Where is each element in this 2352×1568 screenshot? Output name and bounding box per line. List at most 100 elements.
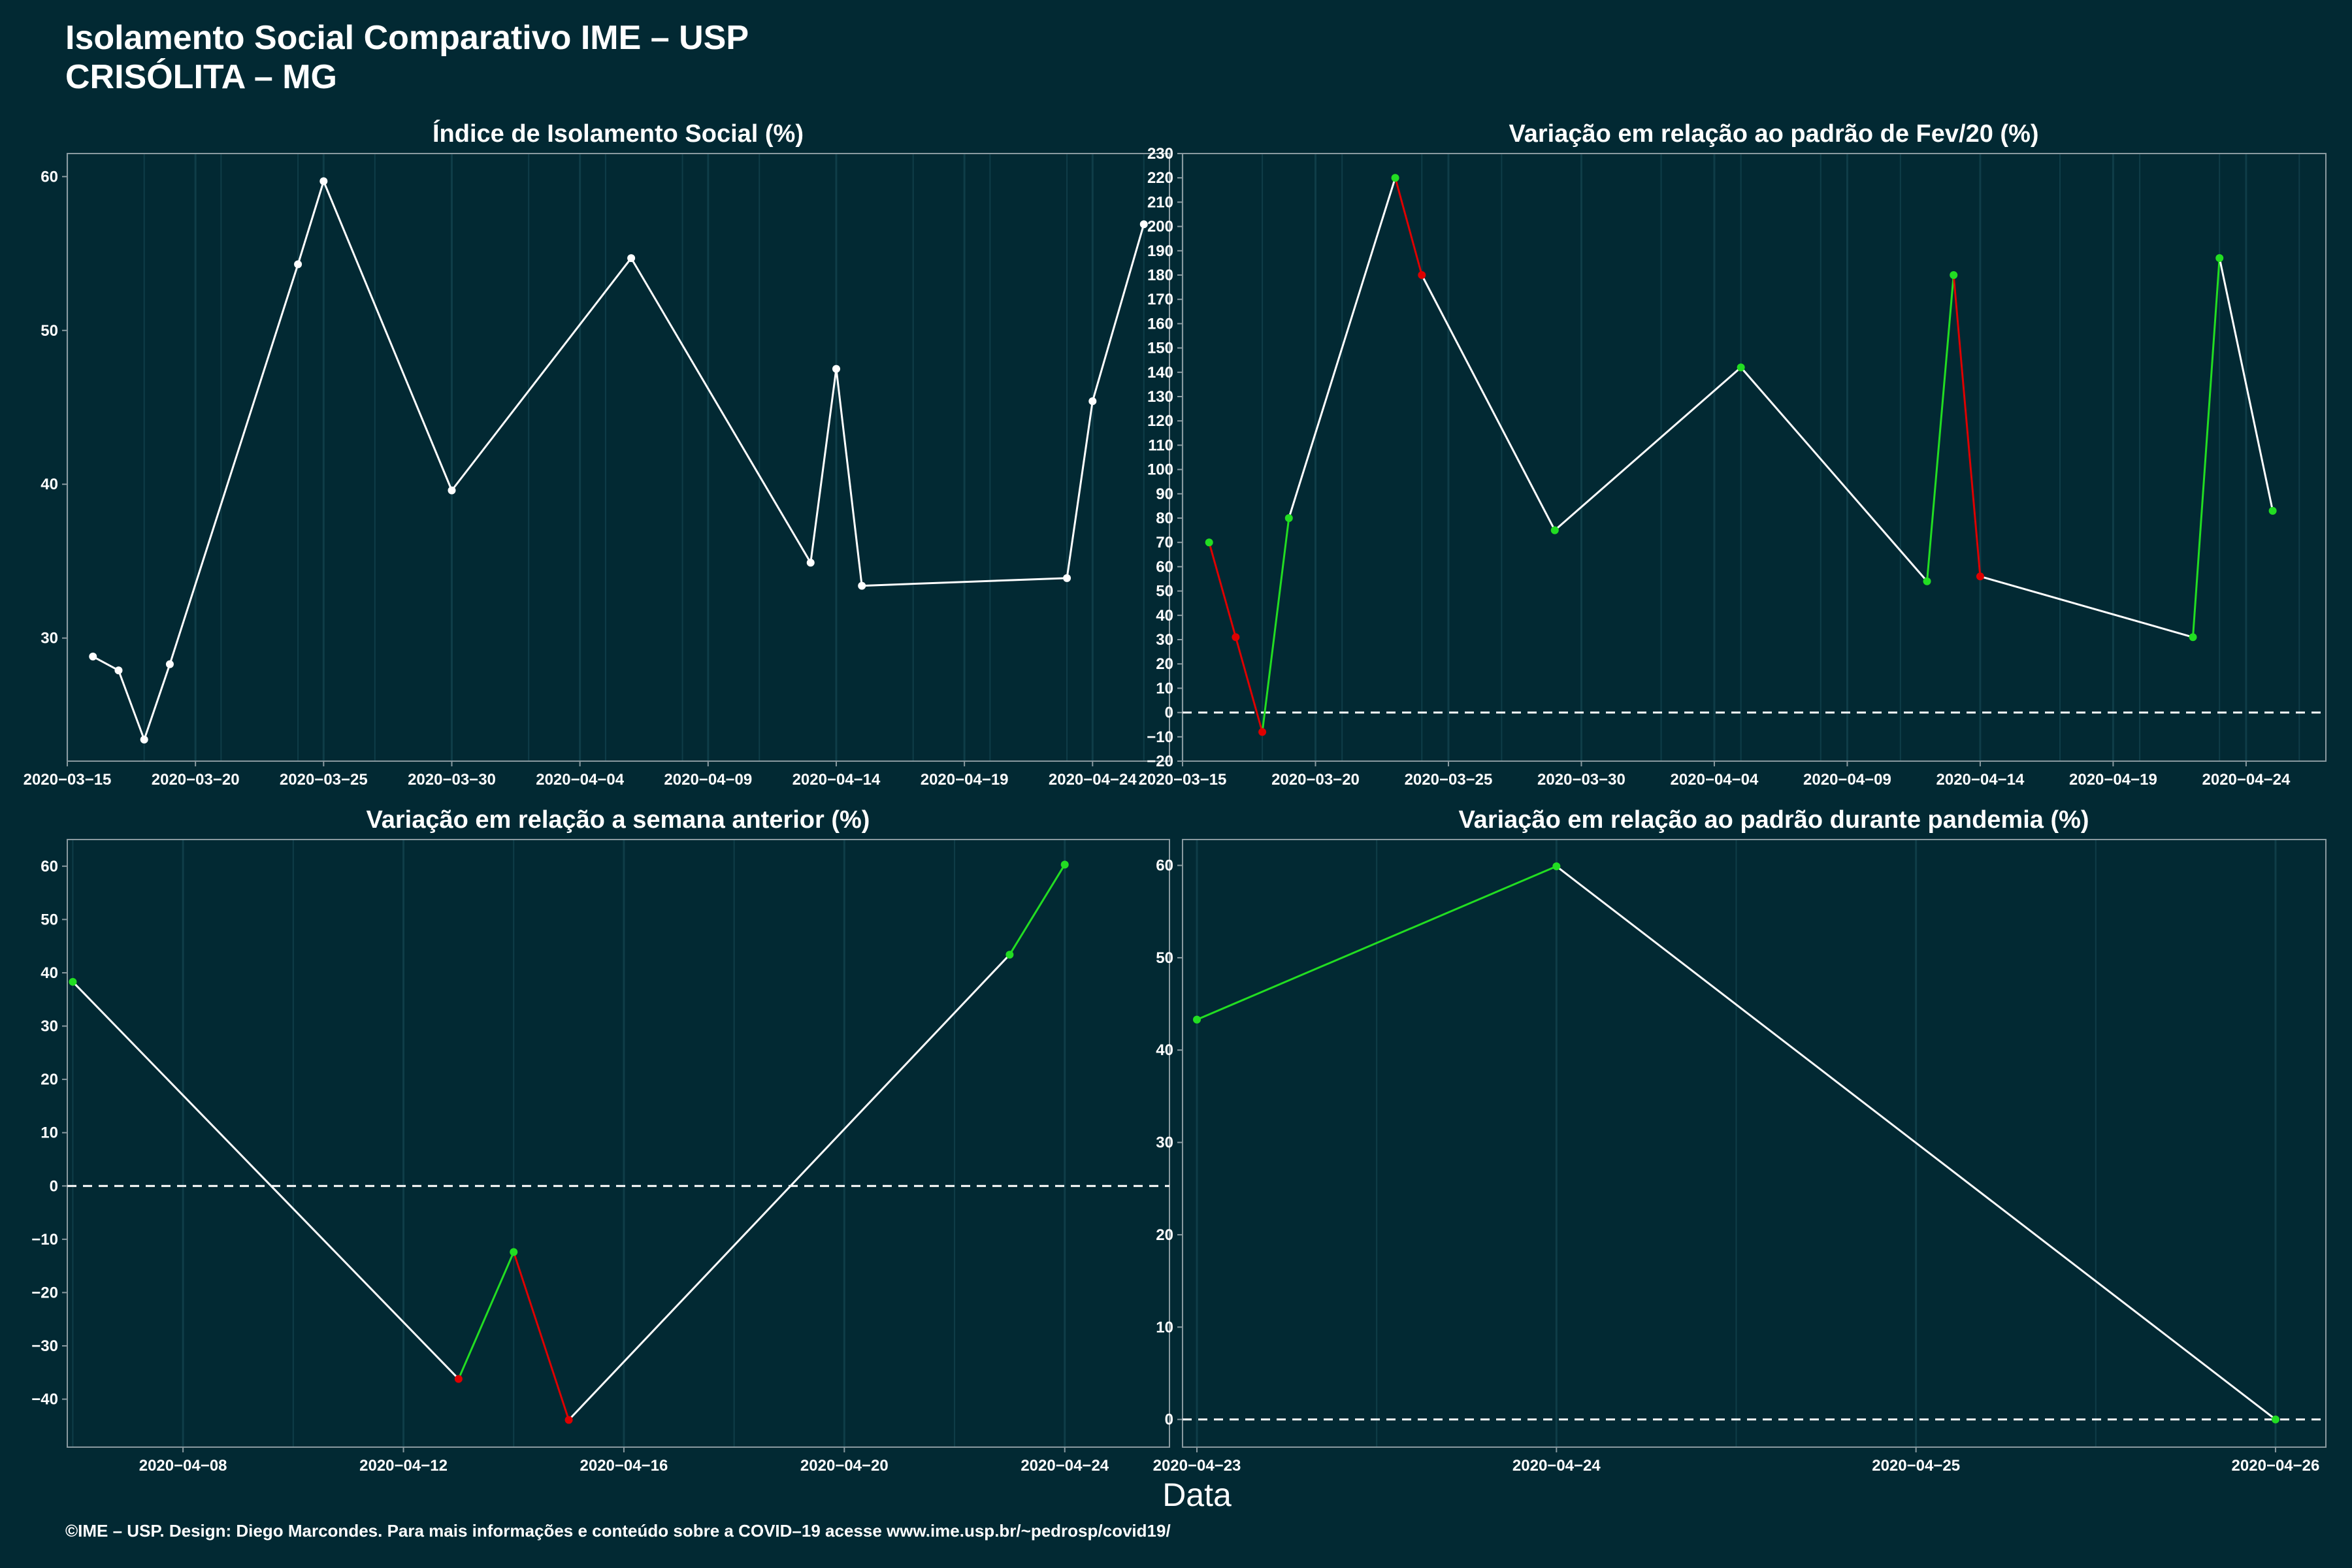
y-tick-label: 10 [41,1124,58,1142]
y-tick-label: −40 [31,1391,58,1409]
y-tick-label: 140 [1147,364,1173,382]
data-point [2271,1415,2279,1424]
series-segment [72,981,459,1380]
series-segment [169,264,299,665]
series-segment [1208,542,1237,638]
footer-caption: ©IME – USP. Design: Diego Marcondes. Par… [65,1521,1171,1541]
data-point [454,1375,463,1383]
series-segment [835,368,863,586]
y-tick-label: 200 [1147,218,1173,236]
data-point [1923,577,1931,585]
data-point [2215,253,2224,262]
y-tick-label: 90 [1156,485,1173,503]
y-tick-label: 10 [1156,1318,1173,1336]
y-tick-label: 60 [1156,558,1173,576]
data-point [1088,397,1097,406]
series-segment [92,655,120,672]
data-point [1063,574,1071,582]
y-tick-label: −30 [31,1337,58,1355]
x-tick-label: 2020−04−26 [2232,1457,2320,1475]
series-segment [1980,575,2193,638]
series-segment [512,1251,570,1420]
y-tick-label: 220 [1147,169,1173,187]
data-point [140,736,148,744]
y-tick-label: 30 [1156,631,1173,649]
data-point [1284,514,1293,522]
x-axis-label: Data [1162,1477,1232,1513]
data-point [1418,271,1426,279]
x-tick-label: 2020−03−15 [1139,771,1227,789]
y-tick-label: 170 [1147,291,1173,308]
data-point [1060,860,1069,869]
series-segment [630,257,812,564]
x-tick-label: 2020−03−30 [1537,771,1625,789]
y-tick-label: −20 [1147,753,1173,770]
series-segment [322,180,453,491]
data-point [2268,506,2277,515]
y-tick-label: 190 [1147,242,1173,260]
y-tick-label: 150 [1147,340,1173,357]
y-tick-label: 0 [50,1177,58,1195]
series-segment [1261,517,1290,732]
x-tick-label: 2020−04−24 [2202,771,2291,789]
x-tick-label: 2020−03−15 [24,771,112,789]
data-point [806,559,815,567]
data-point [1737,363,1745,372]
panel-title: Variação em relação a semana anterior (%… [367,806,870,834]
y-tick-label: 230 [1147,145,1173,163]
y-tick-label: 0 [1165,1411,1173,1429]
x-tick-label: 2020−04−04 [536,771,624,789]
x-tick-label: 2020−04−12 [359,1457,448,1475]
y-tick-label: 40 [1156,1041,1173,1059]
data-point [627,254,636,263]
y-tick-label: 80 [1156,510,1173,527]
y-tick-label: 110 [1148,436,1173,454]
panel-frame [67,153,1170,762]
y-tick-label: −10 [1147,728,1173,746]
y-tick-label: 50 [41,322,58,340]
data-point [1193,1015,1201,1024]
series-segment [1554,367,1742,531]
data-point [448,486,456,495]
data-point [1232,633,1240,642]
data-point [1976,572,1984,581]
x-tick-label: 2020−04−23 [1153,1457,1241,1475]
x-tick-label: 2020−03−20 [152,771,240,789]
series-segment [2192,257,2221,638]
data-point [89,652,97,661]
y-tick-label: 60 [1156,857,1173,875]
series-segment [1091,223,1145,402]
y-tick-label: 50 [1156,583,1173,600]
series-segment [2218,257,2274,512]
data-point [510,1248,518,1256]
x-tick-label: 2020−04−25 [1872,1457,1960,1475]
data-point [1550,526,1559,534]
x-tick-label: 2020−04−04 [1671,771,1759,789]
x-tick-label: 2020−03−25 [280,771,368,789]
series-segment [1196,865,1557,1021]
y-tick-label: 50 [41,911,58,928]
y-tick-label: 50 [1156,949,1173,967]
x-tick-label: 2020−04−24 [1021,1457,1109,1475]
x-tick-label: 2020−04−14 [1936,771,2025,789]
y-tick-label: 20 [1156,655,1173,673]
y-tick-label: 20 [41,1071,58,1088]
x-tick-label: 2020−03−30 [408,771,496,789]
x-tick-label: 2020−04−20 [800,1457,889,1475]
data-point [564,1416,573,1424]
series-segment [862,577,1068,587]
y-tick-label: 160 [1147,315,1173,333]
panel-frame [67,839,1170,1448]
x-tick-label: 2020−04−09 [664,771,752,789]
y-tick-label: −10 [31,1231,58,1249]
data-point [1258,728,1267,736]
y-tick-label: 130 [1147,388,1173,406]
y-tick-label: 120 [1147,412,1173,430]
panel-title: Variação em relação ao padrão de Fev/20 … [1509,120,2038,148]
data-point [1005,951,1014,959]
y-tick-label: 40 [41,964,58,982]
series-segment [568,954,1011,1421]
series-segment [451,257,632,491]
y-tick-label: 40 [1156,607,1173,625]
x-tick-label: 2020−04−19 [2069,771,2157,789]
